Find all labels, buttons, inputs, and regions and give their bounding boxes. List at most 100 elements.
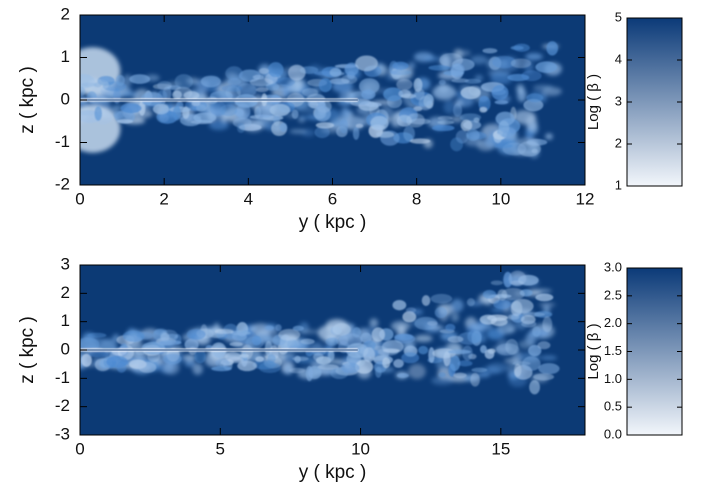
jet-core [80,349,358,351]
colorbar-label: Log ( β ) [585,74,602,130]
eddy [258,328,278,336]
eddy [227,356,244,363]
eddy [502,130,512,139]
x-tick-label: 6 [328,189,337,208]
eddy [339,119,349,134]
eddy [225,66,243,81]
eddy [545,133,553,140]
colorbar [626,17,683,187]
eddy [508,314,520,320]
y-tick-label: 0 [61,89,70,108]
eddy [521,320,537,328]
eddy [510,58,532,69]
colorbar-tick-label: 2.0 [604,315,622,330]
eddy [542,316,553,333]
eddy [501,287,525,301]
eddy [275,324,282,332]
eddy [491,84,509,101]
eddy [366,102,376,108]
eddy [138,361,157,373]
eddy [94,106,103,121]
y-tick-label: -2 [55,174,70,193]
eddy [482,48,498,54]
eddy [193,112,217,123]
eddy [522,356,541,371]
eddy [192,363,203,375]
eddy [314,126,330,139]
jet-image [80,270,560,395]
eddy [371,327,385,342]
eddy [267,62,284,78]
eddy [403,125,415,142]
eddy [221,84,243,92]
eddy [390,69,412,76]
eddy [464,78,482,84]
eddy [409,138,431,144]
eddy [80,82,98,87]
eddy [443,100,456,114]
eddy [490,72,513,85]
y-tick-label: -1 [55,132,70,151]
eddy [300,338,315,345]
eddy [396,373,409,378]
x-axis-label: y ( kpc ) [299,212,367,233]
eddy [450,299,464,313]
y-axis-label: z ( kpc ) [17,66,38,134]
eddy [309,100,319,109]
eddy [208,119,229,131]
eddy [468,85,481,96]
x-tick-label: 10 [351,439,370,458]
colorbar-tick-label: 5 [615,9,622,24]
eddy [315,356,332,365]
eddy [508,270,527,287]
eddy [450,63,465,78]
eddy [405,307,417,313]
colorbar-label: Log ( β ) [585,323,602,379]
eddy [183,354,197,362]
eddy [408,363,426,380]
eddy [540,355,558,361]
eddy [229,342,243,347]
x-tick-label: 10 [491,189,510,208]
eddy [340,107,350,121]
eddy [521,70,542,82]
eddy [369,318,379,328]
colorbar-tick-label: 1.0 [604,371,622,386]
eddy [516,83,525,94]
eddy [538,363,560,375]
eddy [116,119,134,124]
eddy [493,299,511,310]
eddy [480,345,487,354]
eddy [184,359,196,367]
eddy [402,311,417,323]
eddy [344,62,359,76]
eddy [525,115,538,132]
eddy [318,78,332,93]
eddy [523,98,544,112]
colorbar-tick-label: 0.5 [604,399,622,414]
eddy [327,350,335,362]
colorbar-tick-label: 4 [615,51,622,66]
eddy [445,323,456,332]
x-tick-label: 15 [491,439,510,458]
eddy [525,332,537,346]
eddy [484,348,495,360]
eddy [252,74,265,80]
y-axis-label: z ( kpc ) [17,316,38,384]
eddy [394,333,414,341]
eddy [496,343,520,356]
eddy [115,74,125,86]
eddy [122,330,145,342]
eddy [470,55,488,65]
eddy [459,113,482,122]
eddy [447,335,464,343]
jet-image [80,41,562,159]
y-tick-label: 2 [61,283,70,302]
eddy [466,298,475,307]
eddy [535,293,554,302]
colorbar-tick-label: 0.0 [604,426,622,441]
eddy [393,359,404,368]
x-tick-label: 4 [244,189,253,208]
eddy [341,362,360,374]
